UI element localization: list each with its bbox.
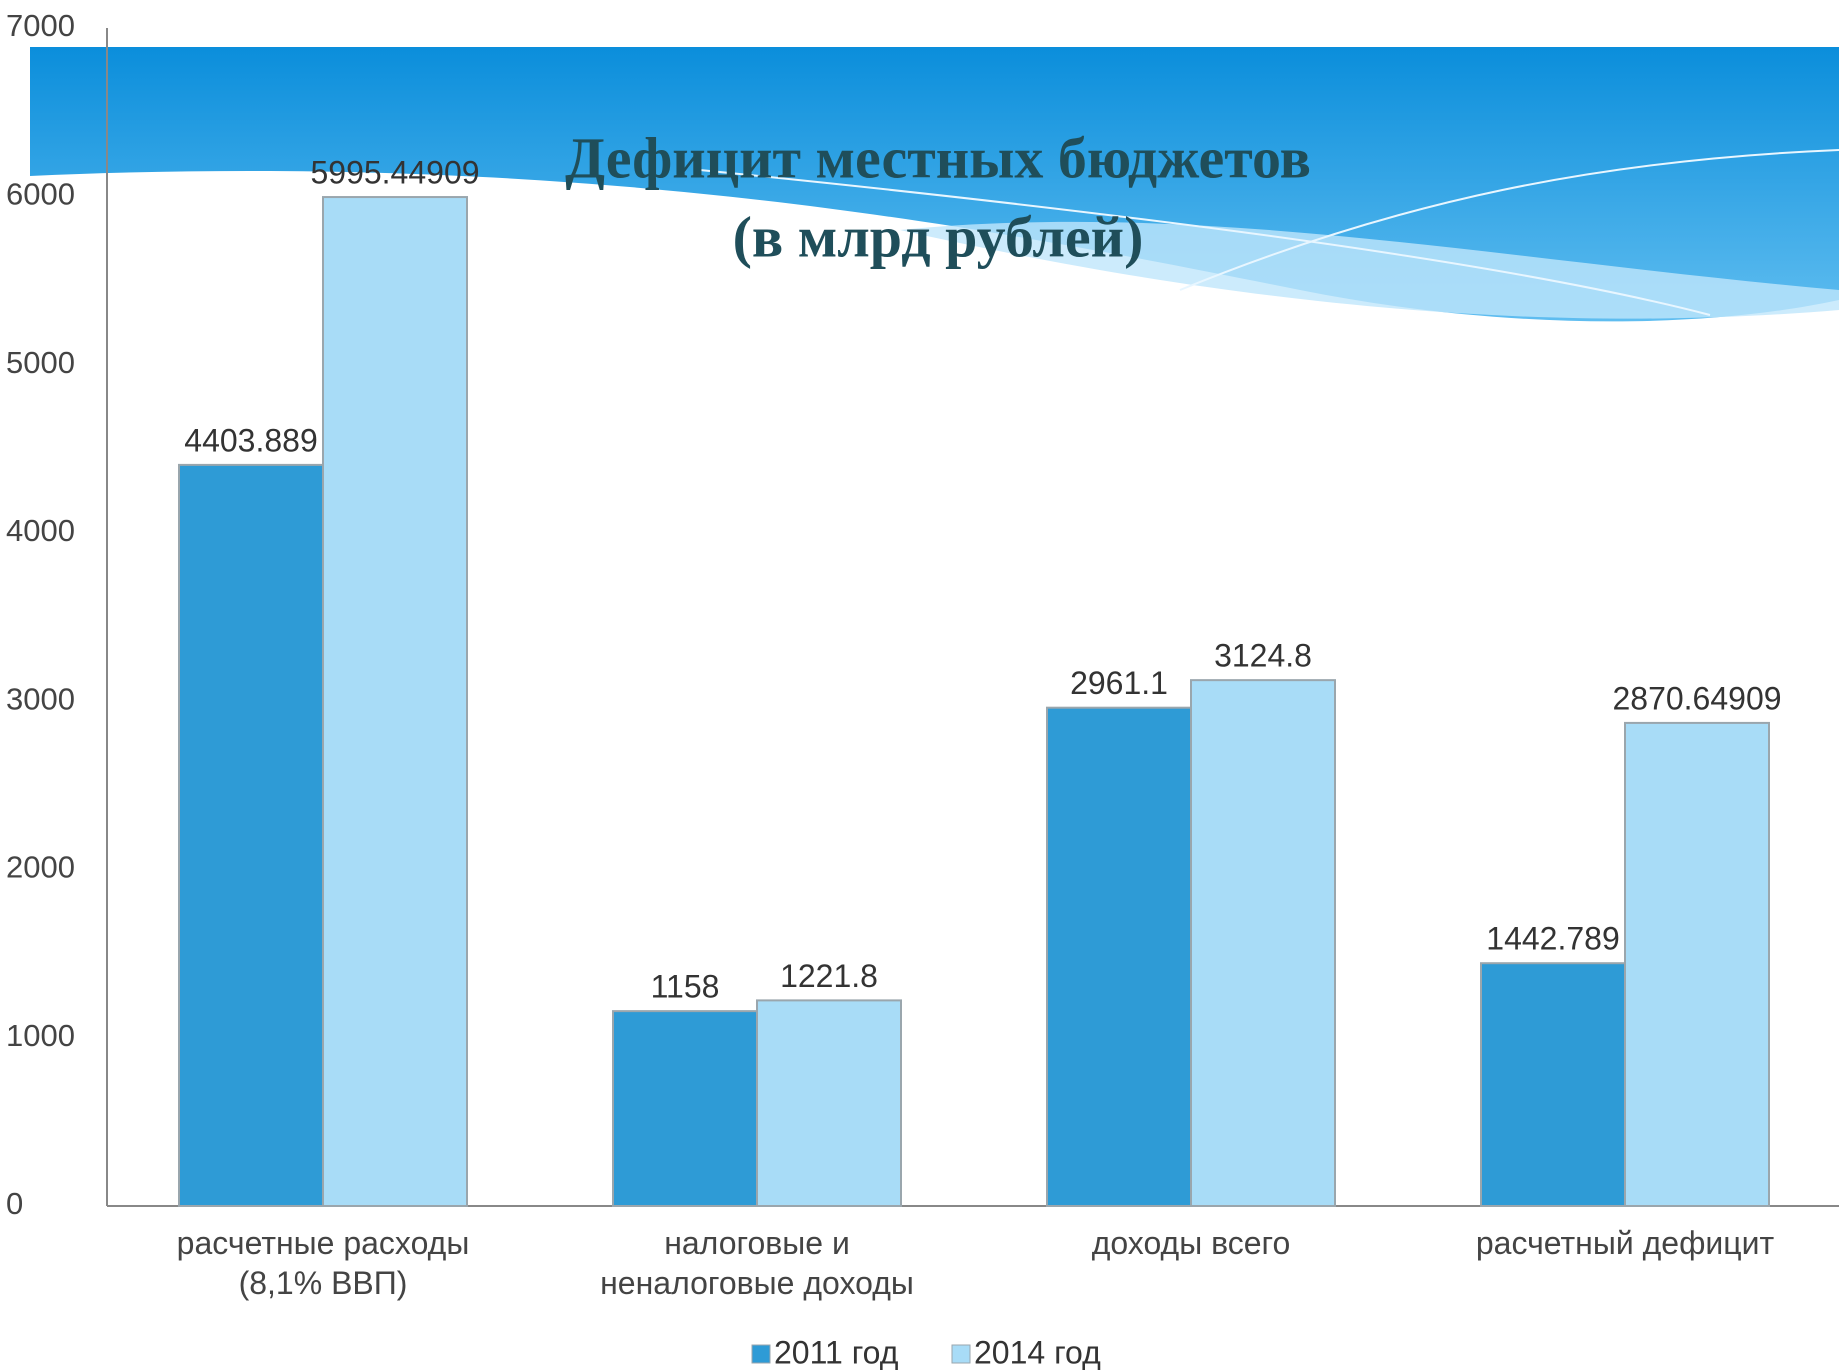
y-tick-label: 2000 [6,850,75,885]
legend-label: 2014 год [974,1334,1101,1370]
bar [322,196,468,1207]
legend-swatch [951,1344,971,1364]
value-label: 5995.44909 [310,155,479,191]
bar [1190,679,1336,1207]
value-label: 2870.64909 [1612,680,1781,716]
y-tick-label: 0 [6,1186,23,1221]
value-label: 2961.1 [1070,665,1168,701]
banner-line [1179,149,1839,291]
chart-subtitle: (в млрд рублей) [733,204,1144,269]
y-tick-label: 7000 [6,8,75,43]
value-label: 1221.8 [780,958,878,994]
x-tick-label: расчетный дефицит [1475,1225,1775,1261]
y-tick-label: 1000 [6,1018,75,1053]
value-label: 3124.8 [1214,638,1312,674]
bar [1624,721,1770,1207]
banner-line [699,169,1711,316]
y-tick-label: 6000 [6,176,75,211]
x-tick-label: налоговые и неналоговые доходы [600,1225,914,1301]
bar [612,1010,758,1207]
y-tick-label: 4000 [6,513,75,548]
bar [178,463,324,1208]
banner-wave [900,221,1839,319]
legend-label: 2011 год [774,1334,899,1370]
value-label: 4403.889 [184,422,317,458]
bar [1480,962,1626,1207]
x-tick-label: доходы всего [1091,1225,1291,1261]
chart-title: Дефицит местных бюджетов [565,125,1311,190]
y-tick-label: 3000 [6,681,75,716]
x-tick-label: расчетные расходы (8,1% ВВП) [176,1225,470,1301]
y-tick-label: 5000 [6,345,75,380]
value-label: 1442.789 [1486,921,1619,957]
legend-swatch [751,1344,771,1364]
bar [1046,706,1192,1207]
value-label: 1158 [651,969,720,1005]
bar [756,999,902,1207]
